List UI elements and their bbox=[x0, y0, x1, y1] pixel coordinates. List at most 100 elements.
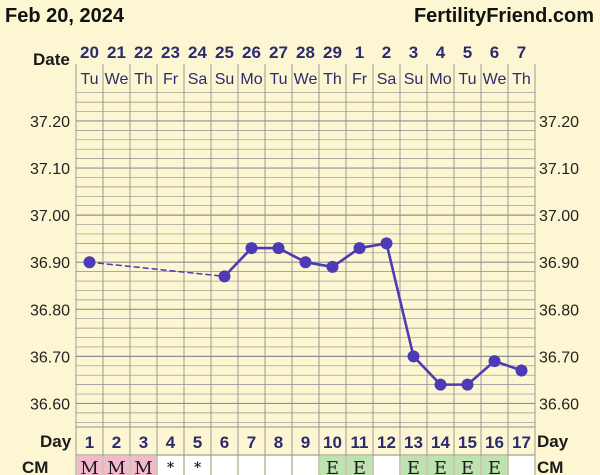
temp-point bbox=[83, 256, 96, 269]
temp-point bbox=[407, 350, 420, 363]
chart-date: Feb 20, 2024 bbox=[5, 5, 124, 27]
cm-value: M bbox=[80, 458, 98, 475]
weekday-label: Fr bbox=[163, 71, 179, 88]
cycle-day-label: 5 bbox=[193, 433, 202, 452]
date-label: 2 bbox=[382, 43, 391, 62]
day-row-label-right: Day bbox=[537, 432, 569, 451]
weekday-label: We bbox=[105, 71, 129, 88]
temp-line bbox=[412, 355, 442, 386]
weekday-label: Tu bbox=[458, 71, 476, 88]
temp-point bbox=[515, 364, 528, 377]
y-tick-label-right: 36.60 bbox=[539, 396, 579, 413]
cm-cell bbox=[104, 456, 129, 475]
weekday-label: Su bbox=[404, 71, 424, 88]
temp-point bbox=[488, 355, 501, 368]
temp-point bbox=[218, 270, 231, 283]
cycle-day-label: 8 bbox=[274, 433, 283, 452]
site-name[interactable]: FertilityFriend.com bbox=[413, 5, 594, 27]
cm-row-label-right: CM bbox=[537, 458, 563, 475]
cm-value: E bbox=[353, 458, 366, 475]
cycle-day-label: 13 bbox=[404, 433, 423, 452]
date-label: 25 bbox=[215, 43, 234, 62]
weekday-label: We bbox=[294, 71, 318, 88]
weekday-label: We bbox=[483, 71, 507, 88]
date-label: 21 bbox=[107, 43, 126, 62]
cm-cell bbox=[77, 456, 102, 475]
date-label: 23 bbox=[161, 43, 180, 62]
day-row-label: Day bbox=[40, 432, 72, 451]
cycle-day-label: 15 bbox=[458, 433, 477, 452]
temp-line-dashed bbox=[88, 261, 226, 278]
date-label: 7 bbox=[517, 43, 526, 62]
cycle-day-label: 12 bbox=[377, 433, 396, 452]
cm-cell bbox=[509, 456, 534, 475]
cm-cell bbox=[131, 456, 156, 475]
y-tick-label-left: 37.20 bbox=[30, 114, 70, 131]
cm-value: E bbox=[434, 458, 447, 475]
cm-cell bbox=[185, 456, 210, 475]
cm-value: E bbox=[407, 458, 420, 475]
cm-value: E bbox=[326, 458, 339, 475]
weekday-label: Sa bbox=[377, 71, 397, 88]
y-tick-label-right: 37.10 bbox=[539, 161, 579, 178]
cm-cell bbox=[158, 456, 183, 475]
cm-cell bbox=[428, 456, 453, 475]
date-label: 22 bbox=[134, 43, 153, 62]
cycle-day-label: 11 bbox=[351, 433, 369, 452]
cm-value: * bbox=[194, 460, 202, 475]
y-tick-label-right: 36.80 bbox=[539, 302, 579, 319]
date-label: 26 bbox=[242, 43, 261, 62]
temp-point bbox=[380, 237, 393, 250]
y-tick-label-right: 36.90 bbox=[539, 255, 579, 272]
temp-point bbox=[461, 378, 474, 391]
temp-point bbox=[326, 260, 339, 273]
cm-value: M bbox=[107, 458, 125, 475]
temp-point bbox=[272, 242, 285, 255]
weekday-label: Sa bbox=[188, 71, 208, 88]
cycle-day-label: 6 bbox=[220, 433, 229, 452]
cm-cell bbox=[266, 456, 291, 475]
y-tick-label-left: 36.80 bbox=[30, 302, 70, 319]
weekday-label: Fr bbox=[352, 71, 368, 88]
date-label: 4 bbox=[436, 43, 446, 62]
cm-cell bbox=[347, 456, 372, 475]
temp-point bbox=[353, 242, 366, 255]
date-label: 5 bbox=[463, 43, 472, 62]
cycle-day-label: 2 bbox=[112, 433, 121, 452]
date-label: 6 bbox=[490, 43, 499, 62]
weekday-label: Th bbox=[323, 71, 342, 88]
y-tick-label-left: 36.90 bbox=[30, 255, 70, 272]
cm-row-label: CM bbox=[22, 458, 48, 475]
cm-value: E bbox=[488, 458, 501, 475]
cycle-day-label: 1 bbox=[85, 433, 94, 452]
weekday-label: Mo bbox=[429, 71, 451, 88]
weekday-label: Th bbox=[512, 71, 531, 88]
date-label: 20 bbox=[80, 43, 99, 62]
cm-cell bbox=[293, 456, 318, 475]
y-tick-label-left: 36.70 bbox=[30, 349, 70, 366]
cycle-day-label: 3 bbox=[139, 433, 148, 452]
cm-cell bbox=[320, 456, 345, 475]
cycle-day-label: 14 bbox=[431, 433, 450, 452]
temp-point bbox=[434, 378, 447, 391]
cm-cell bbox=[401, 456, 426, 475]
y-tick-label-left: 37.00 bbox=[30, 208, 70, 225]
weekday-label: Tu bbox=[269, 71, 287, 88]
cycle-day-label: 16 bbox=[485, 433, 504, 452]
weekday-label: Su bbox=[215, 71, 235, 88]
cm-value: E bbox=[461, 458, 474, 475]
cm-cell bbox=[482, 456, 507, 475]
cm-value: M bbox=[134, 458, 152, 475]
cm-cell bbox=[374, 456, 399, 475]
cycle-day-label: 9 bbox=[301, 433, 310, 452]
temp-line bbox=[385, 242, 415, 358]
y-tick-label-right: 37.00 bbox=[539, 208, 579, 225]
cm-value: * bbox=[167, 460, 175, 475]
y-tick-label-right: 37.20 bbox=[539, 114, 579, 131]
date-label: 3 bbox=[409, 43, 418, 62]
temp-point bbox=[299, 256, 312, 269]
cm-cell bbox=[212, 456, 237, 475]
date-label: 24 bbox=[188, 43, 207, 62]
date-label: 28 bbox=[296, 43, 315, 62]
